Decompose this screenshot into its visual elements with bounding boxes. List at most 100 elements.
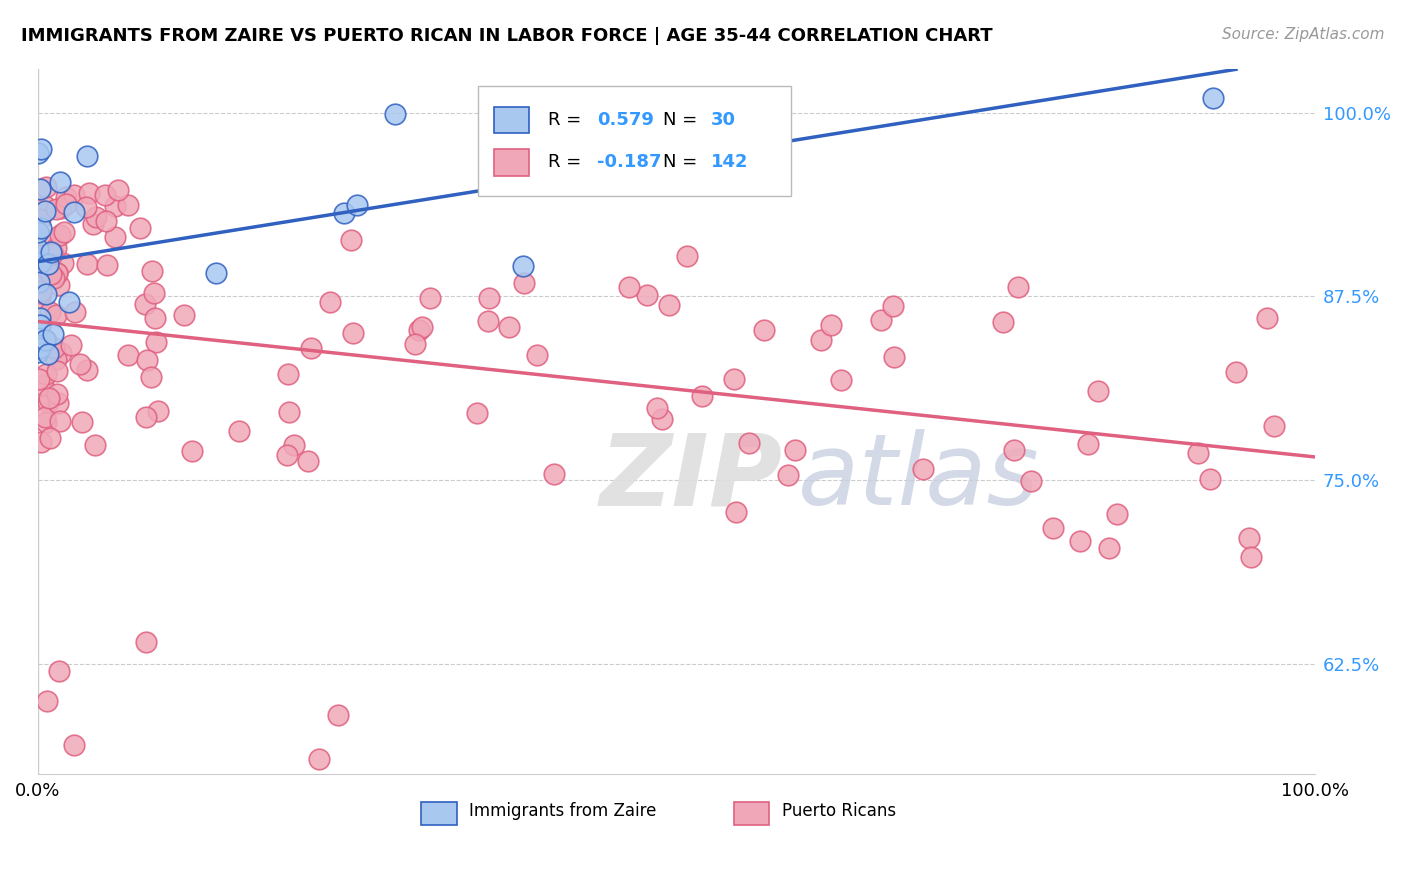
Point [129,221,152,235]
Point [675,249,697,263]
Point [319,294,342,309]
Point [35,333,58,347]
Text: Immigrants from Zaire: Immigrants from Zaire [470,802,657,820]
Point [27,248,49,262]
Point [52,256,75,270]
Point [658,298,681,312]
Point [45,308,67,322]
Point [104,230,127,244]
Point [883,351,905,365]
Point [205,266,228,280]
Point [77,186,100,200]
Point [96,258,118,272]
Point [870,313,893,327]
Point [690,389,713,403]
Point [38,304,60,318]
Point [27,146,49,161]
Point [1225,365,1247,379]
Text: ZIP: ZIP [599,429,783,526]
Point [28,311,51,326]
Point [297,454,319,468]
Point [28,267,51,281]
Point [498,320,520,334]
Point [35,693,58,707]
Point [1201,91,1223,105]
Point [143,285,166,300]
Point [882,299,904,313]
Point [651,411,673,425]
Point [173,308,195,322]
Point [411,319,433,334]
Point [46,386,69,401]
Point [404,337,426,351]
Point [52,225,75,239]
Text: N =: N = [664,153,703,171]
Point [1002,443,1025,458]
Point [28,291,51,305]
Point [135,352,157,367]
Text: atlas: atlas [797,429,1039,526]
Point [37,257,59,271]
Point [49,228,72,243]
Point [42,326,65,341]
Point [30,142,52,156]
Point [45,241,67,255]
Point [30,435,52,450]
Point [619,280,641,294]
Point [478,291,501,305]
Point [724,505,747,519]
Point [55,197,77,211]
Point [1240,549,1263,564]
Point [277,367,299,381]
Point [512,259,534,273]
Point [41,246,63,260]
Point [30,286,52,301]
Point [408,323,430,337]
Point [636,288,658,302]
Point [1107,507,1129,521]
Point [42,245,65,260]
Point [27,242,49,256]
Point [75,200,97,214]
Point [39,431,62,445]
Point [46,266,69,280]
Point [820,318,842,332]
Point [690,91,713,105]
Point [39,267,62,281]
Text: Puerto Ricans: Puerto Ricans [782,802,896,820]
Point [76,257,98,271]
Point [543,467,565,482]
Point [84,211,107,225]
Point [1007,279,1029,293]
Point [723,372,745,386]
Point [39,244,62,259]
Point [148,404,170,418]
Point [278,405,301,419]
Point [69,357,91,371]
Point [38,391,60,405]
Point [30,284,52,298]
Point [1069,533,1091,548]
FancyBboxPatch shape [478,87,792,195]
Point [37,347,59,361]
Point [31,377,53,392]
Point [308,752,330,766]
Point [180,444,202,458]
Point [49,346,72,360]
Point [76,363,98,377]
Point [1256,311,1278,326]
Point [60,338,83,352]
Point [419,291,441,305]
Point [42,341,65,355]
Point [143,311,166,326]
Point [30,221,52,235]
Point [76,149,98,163]
Text: Source: ZipAtlas.com: Source: ZipAtlas.com [1222,27,1385,42]
Point [228,424,250,438]
Point [141,370,163,384]
Point [30,254,52,268]
Text: N =: N = [664,111,703,129]
Point [35,287,58,301]
Point [477,314,499,328]
Point [810,334,832,348]
